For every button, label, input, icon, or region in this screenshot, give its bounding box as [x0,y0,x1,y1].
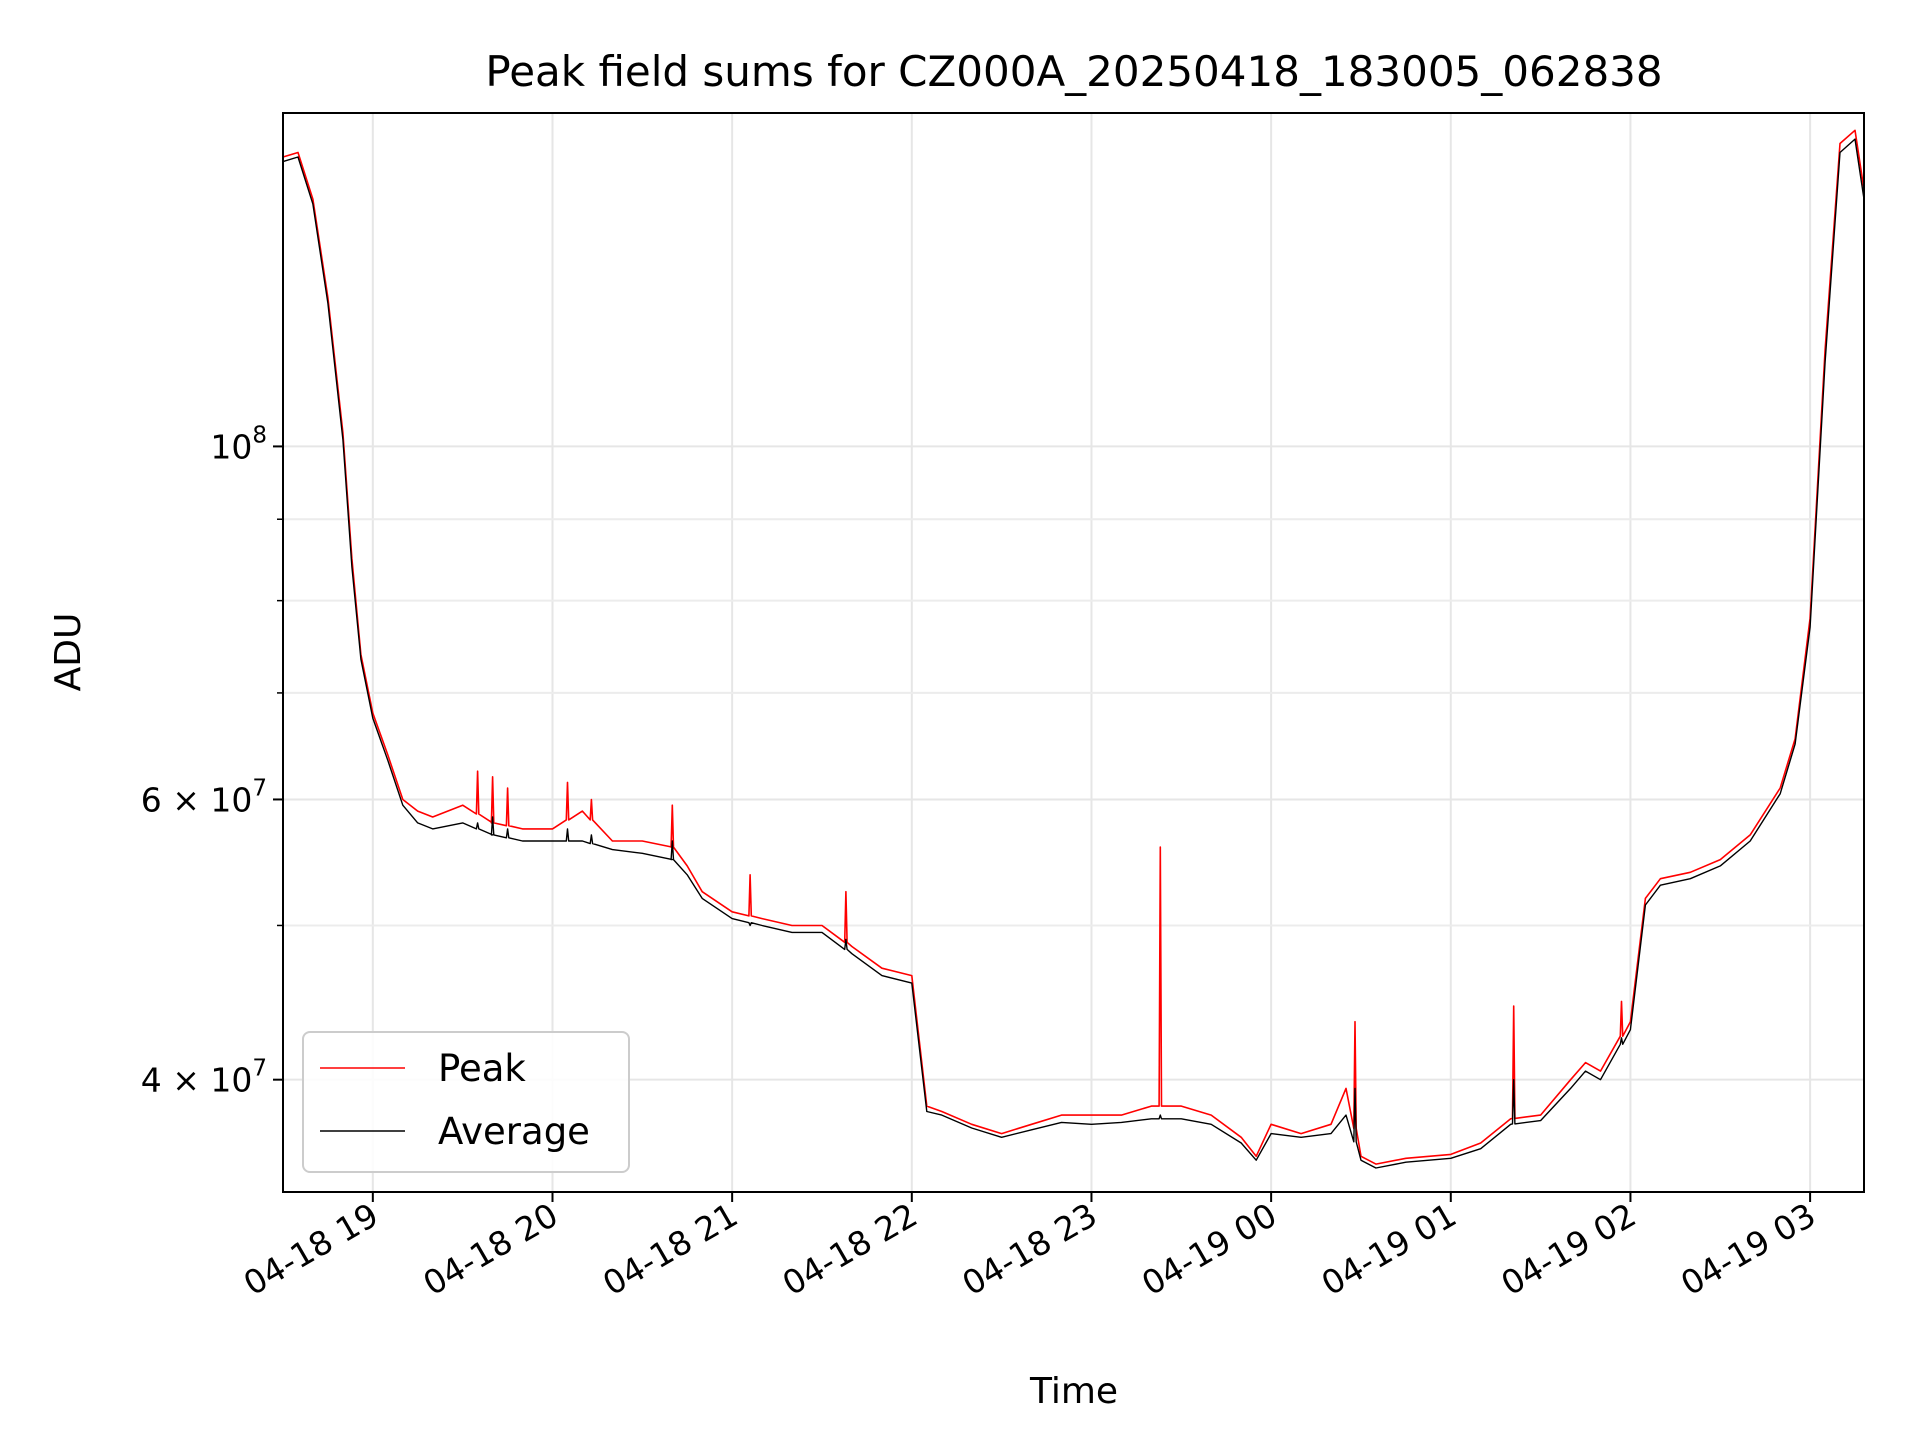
y-tick-label: 6 × 107 [141,775,267,819]
plot-frame [282,112,1865,1193]
legend-label-peak: Peak [438,1047,526,1090]
y-tick-label: 4 × 107 [141,1056,267,1100]
legend: Peak Average [302,1031,630,1173]
series-line-average [282,138,1865,1169]
y-axis-label: ADU [48,613,89,692]
chart-title: Peak field sums for CZ000A_20250418_1830… [485,47,1662,96]
series-lines [282,129,1865,1169]
legend-label-average: Average [438,1110,590,1153]
x-axis-label: Time [1029,1371,1118,1412]
legend-box [302,1031,630,1173]
y-tick-label: 108 [210,422,267,466]
series-line-peak [282,129,1865,1165]
